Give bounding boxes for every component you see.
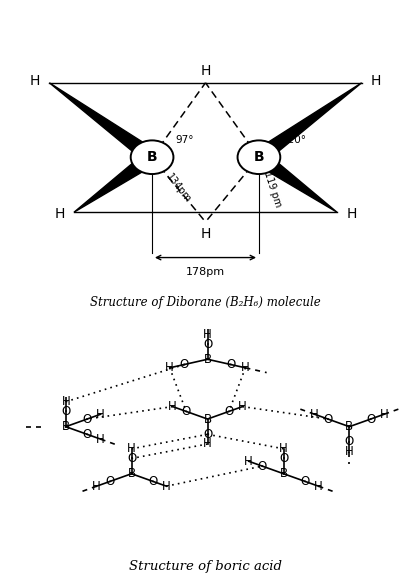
Text: O: O — [106, 475, 115, 488]
Text: Structure of boric acid: Structure of boric acid — [129, 560, 282, 573]
Text: H: H — [380, 407, 389, 421]
Text: H: H — [345, 445, 354, 458]
Polygon shape — [253, 152, 337, 212]
Text: B: B — [127, 467, 136, 480]
Circle shape — [238, 140, 280, 174]
Text: 119 pm: 119 pm — [262, 169, 283, 208]
Text: H: H — [127, 442, 136, 455]
Text: H: H — [30, 74, 40, 88]
Text: O: O — [203, 428, 212, 441]
Text: H: H — [61, 395, 70, 408]
Text: H: H — [346, 207, 357, 221]
Text: H: H — [92, 480, 101, 492]
Text: H: H — [96, 407, 105, 421]
Text: B: B — [62, 420, 70, 433]
Text: H: H — [54, 207, 65, 221]
Text: O: O — [148, 475, 157, 488]
Text: O: O — [182, 405, 191, 418]
Text: O: O — [323, 413, 332, 425]
Text: H: H — [200, 227, 211, 241]
Text: B: B — [345, 420, 353, 433]
Text: B: B — [254, 150, 264, 164]
Text: O: O — [279, 452, 288, 465]
Text: B: B — [203, 353, 212, 366]
Text: H: H — [244, 455, 253, 468]
Text: O: O — [180, 358, 189, 371]
Text: 120°: 120° — [282, 135, 307, 146]
Polygon shape — [49, 83, 158, 162]
Text: H: H — [310, 407, 319, 421]
Text: H: H — [238, 400, 247, 413]
Text: B: B — [279, 467, 288, 480]
Text: O: O — [203, 338, 212, 350]
Text: H: H — [168, 400, 177, 413]
Text: O: O — [258, 460, 267, 473]
Text: H: H — [165, 361, 174, 375]
Text: O: O — [300, 475, 309, 488]
Text: H: H — [371, 74, 381, 88]
Polygon shape — [253, 83, 362, 162]
Text: H: H — [279, 442, 288, 455]
Text: O: O — [83, 428, 92, 441]
Text: Structure of Diborane (B₂H₆) molecule: Structure of Diborane (B₂H₆) molecule — [90, 297, 321, 309]
Text: 97°: 97° — [175, 135, 194, 146]
Text: O: O — [61, 405, 70, 418]
Text: H: H — [314, 480, 323, 492]
Text: 178pm: 178pm — [186, 266, 225, 277]
Text: B: B — [203, 413, 212, 425]
Text: H: H — [241, 361, 250, 375]
Text: O: O — [345, 435, 354, 449]
Text: H: H — [96, 433, 105, 446]
Text: O: O — [366, 413, 375, 425]
Text: O: O — [226, 358, 236, 371]
Text: B: B — [147, 150, 157, 164]
Text: H: H — [200, 64, 211, 79]
Text: H: H — [162, 480, 171, 492]
Text: O: O — [83, 413, 92, 425]
Text: O: O — [127, 452, 136, 465]
Circle shape — [131, 140, 173, 174]
Text: 134pm: 134pm — [164, 172, 192, 205]
Text: H: H — [203, 328, 212, 341]
Text: H: H — [203, 438, 212, 450]
Polygon shape — [74, 152, 158, 212]
Text: O: O — [224, 405, 233, 418]
